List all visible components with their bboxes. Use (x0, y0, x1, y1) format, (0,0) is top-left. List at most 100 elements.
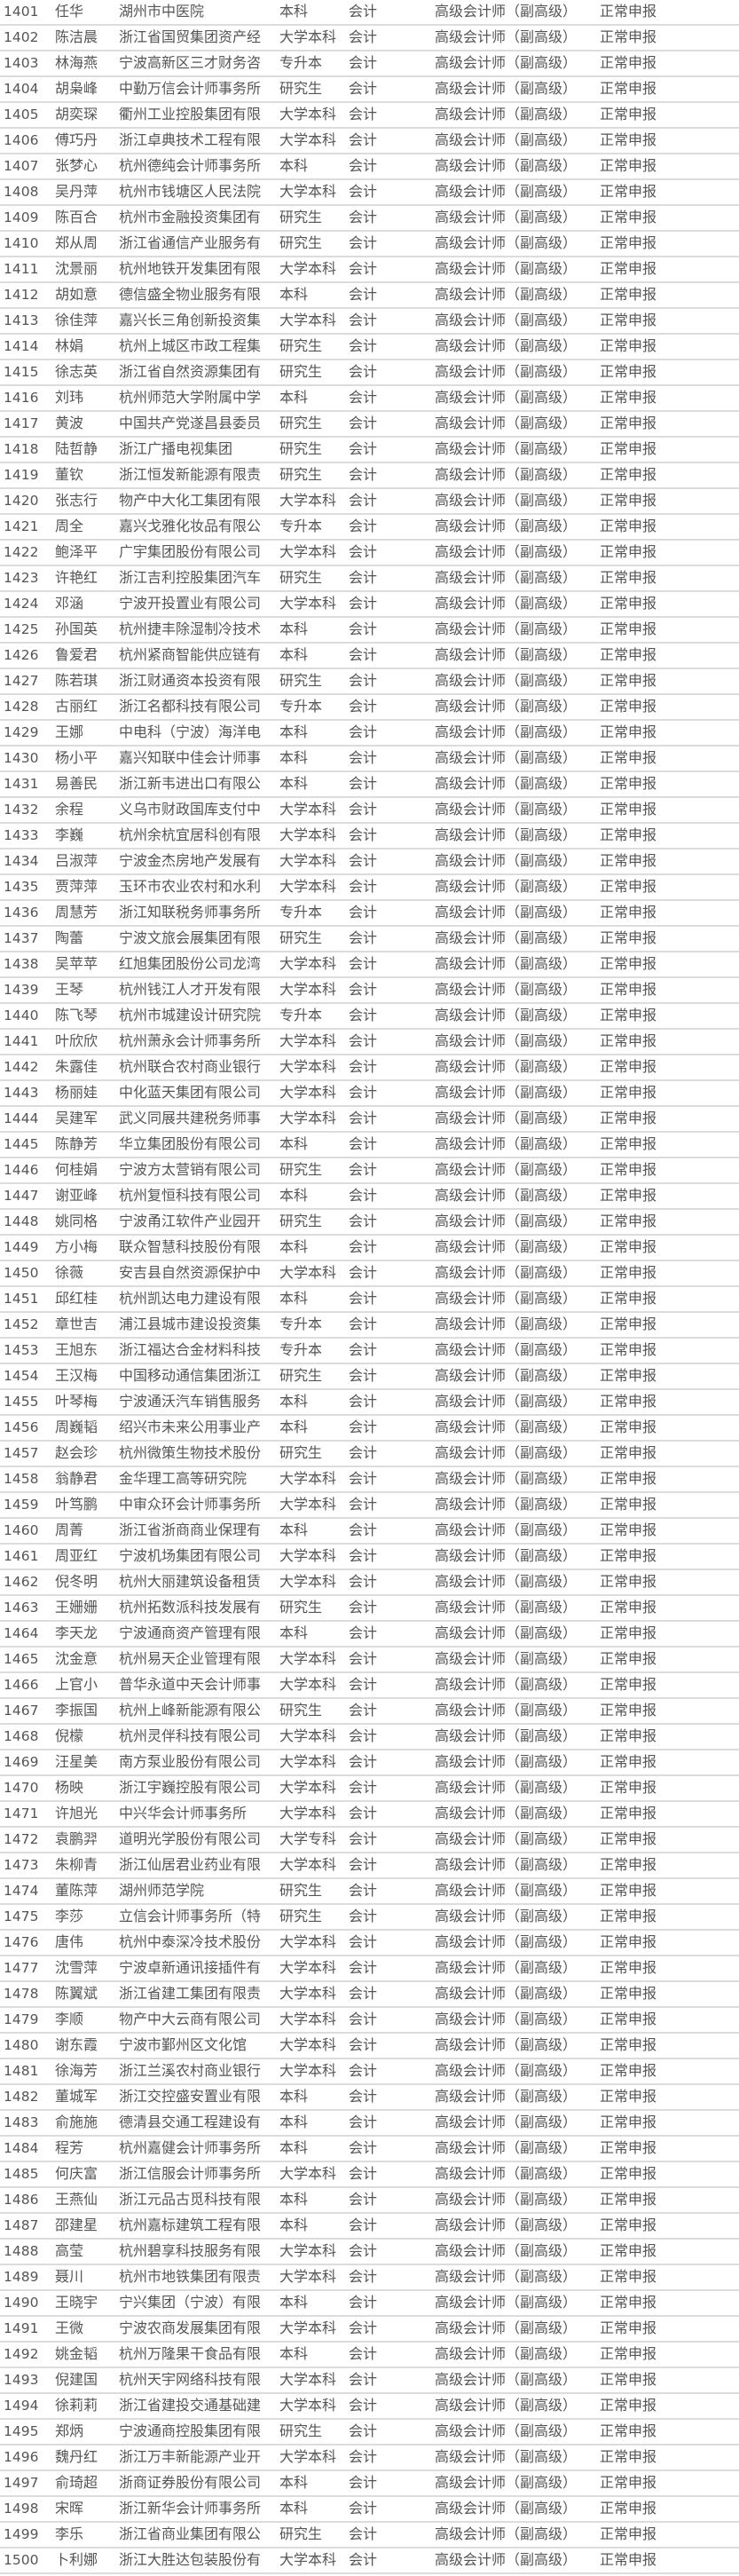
row-number-cell: 1439 (4, 982, 39, 998)
title-level-cell: 高级会计师（副高级） (435, 518, 578, 534)
organization-cell: 嘉兴知联中佳会计师事 (119, 749, 262, 766)
applicant-name-cell: 沈景丽 (55, 260, 98, 277)
row-number-cell: 1463 (4, 1600, 39, 1616)
row-number-cell: 1456 (4, 1419, 39, 1435)
row-number-cell: 1476 (4, 1934, 39, 1950)
title-level-cell: 高级会计师（副高级） (435, 1007, 578, 1023)
applicant-name-cell: 许旭光 (55, 1805, 98, 1821)
application-status-cell: 正常申报 (600, 2448, 657, 2465)
education-cell: 专升本 (279, 1316, 323, 1332)
application-status-cell: 正常申报 (600, 981, 657, 998)
organization-cell: 浙江仙居君业药业有限 (119, 1856, 262, 1873)
applicant-name-cell: 方小梅 (55, 1238, 98, 1255)
organization-cell: 杭州余杭宜居科创有限 (119, 826, 262, 843)
organization-cell: 中审众环会计师事务所 (119, 1496, 262, 1513)
applicant-name-cell: 王姗姗 (55, 1599, 98, 1616)
row-number-cell: 1490 (4, 2295, 39, 2311)
organization-cell: 杭州市地铁集团有限责 (119, 2268, 262, 2285)
application-status-cell: 正常申报 (600, 1856, 657, 1873)
applicant-name-cell: 徐海芳 (55, 2062, 98, 2079)
applicant-name-cell: 鲍泽平 (55, 543, 98, 560)
title-level-cell: 高级会计师（副高级） (435, 775, 578, 792)
row-number-cell: 1495 (4, 2423, 39, 2439)
row-number-cell: 1474 (4, 1883, 39, 1899)
organization-cell: 杭州紧商智能供应链有 (119, 646, 262, 663)
title-level-cell: 高级会计师（副高级） (435, 2062, 578, 2079)
organization-cell: 宁波甬江软件产业园开 (119, 1213, 262, 1229)
major-cell: 会计 (349, 2216, 378, 2233)
row-number-cell: 1467 (4, 1703, 39, 1719)
row-number-cell: 1445 (4, 1136, 39, 1152)
organization-cell: 杭州嘉标建筑工程有限 (119, 2216, 262, 2233)
applicant-name-cell: 俞施施 (55, 2114, 98, 2130)
application-status-cell: 正常申报 (600, 389, 657, 406)
table-row: 1450 徐薇 安吉县自然资源保护中 大学本科 会计 高级会计师（副高级） 正常申报 (0, 1261, 739, 1287)
application-status-cell: 正常申报 (600, 2345, 657, 2362)
applicant-name-cell: 赵会珍 (55, 1444, 98, 1461)
major-cell: 会计 (349, 337, 378, 354)
applicant-name-cell: 陈洁晨 (55, 28, 98, 45)
row-number-cell: 1416 (4, 390, 39, 406)
education-cell: 研究生 (279, 1161, 323, 1178)
education-cell: 大学本科 (279, 595, 337, 612)
application-status-cell: 正常申报 (600, 2319, 657, 2336)
education-cell: 本科 (279, 1135, 309, 1152)
applicant-name-cell: 鲁爱君 (55, 646, 98, 663)
application-status-cell: 正常申报 (600, 363, 657, 380)
table-row: 1491 王微 宁波农商发展集团有限 大学本科 会计 高级会计师（副高级） 正常申报 (0, 2317, 739, 2343)
table-row: 1462 倪冬明 杭州大丽建筑设备租赁 大学本科 会计 高级会计师（副高级） 正常申报 (0, 1570, 739, 1596)
row-number-cell: 1494 (4, 2398, 39, 2414)
application-status-cell: 正常申报 (600, 337, 657, 354)
title-level-cell: 高级会计师（副高级） (435, 2448, 578, 2465)
organization-cell: 杭州碧享科技服务有限 (119, 2242, 262, 2259)
title-level-cell: 高级会计师（副高级） (435, 157, 578, 174)
applicant-name-cell: 倪建国 (55, 2371, 98, 2388)
organization-cell: 浙江兰溪农村商业银行 (119, 2062, 262, 2079)
organization-cell: 浙江知联税务师事务所 (119, 904, 262, 921)
title-level-cell: 高级会计师（副高级） (435, 1521, 578, 1538)
applicant-name-cell: 陈若琪 (55, 672, 98, 689)
applicant-name-cell: 章世吉 (55, 1316, 98, 1332)
title-level-cell: 高级会计师（副高级） (435, 1496, 578, 1513)
table-row: 1477 沈雪萍 宁波卓新通讯接插件有 大学本科 会计 高级会计师（副高级） 正常申报 (0, 1956, 739, 1982)
application-status-cell: 正常申报 (600, 1547, 657, 1564)
organization-cell: 杭州天宇网络科技有限 (119, 2371, 262, 2388)
major-cell: 会计 (349, 1007, 378, 1023)
title-level-cell: 高级会计师（副高级） (435, 852, 578, 869)
title-level-cell: 高级会计师（副高级） (435, 1856, 578, 1873)
row-number-cell: 1485 (4, 2166, 39, 2182)
table-row: 1457 赵会珍 杭州微策生物技术股份 研究生 会计 高级会计师（副高级） 正常申报 (0, 1442, 739, 1467)
row-number-cell: 1498 (4, 2501, 39, 2517)
major-cell: 会计 (349, 80, 378, 97)
table-row: 1474 董陈萍 湖州师范学院 研究生 会计 高级会计师（副高级） 正常申报 (0, 1879, 739, 1905)
organization-cell: 联众智慧科技股份有限 (119, 1238, 262, 1255)
applicant-name-cell: 孙国英 (55, 620, 98, 637)
organization-cell: 广宇集团股份有限公司 (119, 543, 262, 560)
application-status-cell: 正常申报 (600, 929, 657, 946)
title-level-cell: 高级会计师（副高级） (435, 2345, 578, 2362)
organization-cell: 浙江吉利控股集团汽车 (119, 569, 262, 586)
application-status-cell: 正常申报 (600, 28, 657, 45)
row-number-cell: 1487 (4, 2217, 39, 2233)
title-level-cell: 高级会计师（副高级） (435, 2474, 578, 2491)
table-row: 1423 许艳红 浙江吉利控股集团汽车 研究生 会计 高级会计师（副高级） 正常申报 (0, 566, 739, 592)
education-cell: 专升本 (279, 904, 323, 921)
title-level-cell: 高级会计师（副高级） (435, 1161, 578, 1178)
table-row: 1425 孙国英 杭州捷丰除湿制冷技术 本科 会计 高级会计师（副高级） 正常申报 (0, 618, 739, 644)
row-number-cell: 1481 (4, 2063, 39, 2079)
organization-cell: 德信盛全物业服务有限 (119, 286, 262, 303)
applicant-name-cell: 倪檬 (55, 1727, 84, 1744)
applicant-name-cell: 叶笃鹏 (55, 1496, 98, 1513)
education-cell: 大学本科 (279, 1264, 337, 1281)
table-row: 1463 王姗姗 杭州拓数派科技发展有 研究生 会计 高级会计师（副高级） 正常申报 (0, 1596, 739, 1622)
row-number-cell: 1447 (4, 1188, 39, 1204)
application-status-cell: 正常申报 (600, 1238, 657, 1255)
education-cell: 研究生 (279, 569, 323, 586)
application-status-cell: 正常申报 (600, 131, 657, 148)
application-status-cell: 正常申报 (600, 1393, 657, 1410)
education-cell: 本科 (279, 2191, 309, 2208)
row-number-cell: 1464 (4, 1625, 39, 1641)
row-number-cell: 1404 (4, 81, 39, 97)
organization-cell: 杭州灵伴科技有限公司 (119, 1727, 262, 1744)
